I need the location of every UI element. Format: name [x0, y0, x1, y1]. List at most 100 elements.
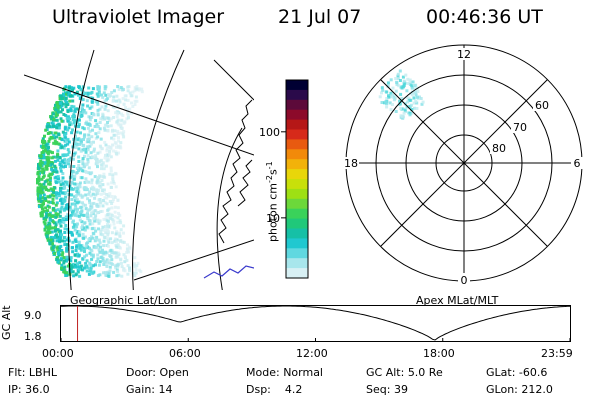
emission-pixel: [410, 86, 414, 90]
emission-pixel: [96, 102, 100, 106]
emission-pixel: [96, 108, 100, 112]
door-key: Door:: [126, 366, 156, 379]
emission-pixel: [73, 108, 77, 112]
emission-pixel: [54, 113, 58, 117]
emission-pixel: [77, 93, 80, 97]
emission-pixel: [86, 91, 90, 95]
emission-pixel: [85, 253, 89, 257]
emission-pixel: [72, 157, 75, 161]
emission-pixel: [77, 164, 81, 168]
emission-pixel: [414, 93, 418, 97]
emission-pixel: [115, 120, 119, 124]
auroral-emission-pixels: [36, 85, 144, 278]
emission-pixel: [75, 201, 79, 205]
emission-pixel: [112, 251, 116, 255]
emission-pixel: [54, 203, 58, 207]
emission-pixel: [118, 213, 122, 217]
emission-pixel: [53, 164, 57, 168]
emission-pixel: [62, 113, 66, 116]
emission-pixel: [98, 127, 102, 131]
emission-pixel: [62, 221, 66, 224]
emission-pixel: [106, 129, 110, 133]
emission-pixel: [127, 85, 131, 89]
emission-pixel: [68, 123, 72, 126]
emission-pixel: [62, 146, 66, 150]
lat-label-80: 80: [492, 142, 506, 155]
emission-pixel: [101, 161, 105, 165]
colorbar-swatch: [286, 179, 308, 190]
emission-pixel: [395, 83, 399, 87]
emission-pixel: [111, 128, 114, 132]
emission-pixel: [133, 89, 137, 93]
emission-pixel: [106, 223, 110, 227]
emission-pixel: [123, 120, 127, 124]
emission-pixel: [60, 239, 64, 243]
emission-pixel: [120, 126, 124, 130]
emission-pixel: [43, 186, 47, 190]
emission-pixel: [61, 102, 65, 106]
orbit-ytick-1-8: 1.8: [24, 330, 42, 343]
emission-pixel: [80, 220, 84, 224]
emission-pixel: [103, 196, 107, 200]
emission-pixel: [70, 202, 74, 206]
lat-label-bg: [511, 121, 529, 133]
emission-pixel: [60, 233, 64, 237]
emission-pixel: [65, 218, 68, 221]
emission-pixel: [60, 179, 64, 183]
emission-pixel: [47, 145, 50, 149]
emission-pixel: [108, 265, 112, 269]
emission-pixel: [86, 171, 90, 175]
emission-pixel: [58, 230, 62, 234]
emission-pixel: [62, 256, 66, 260]
emission-pixel: [104, 116, 108, 120]
emission-pixel: [59, 164, 63, 168]
emission-pixel: [77, 85, 81, 89]
emission-pixel: [59, 169, 63, 173]
emission-pixel: [53, 159, 57, 163]
emission-pixel: [78, 267, 82, 271]
emission-pixel: [107, 274, 111, 278]
emission-pixel: [72, 121, 76, 125]
emission-pixel: [59, 166, 62, 170]
emission-pixel: [71, 225, 75, 229]
emission-pixel: [119, 228, 123, 232]
emission-pixel: [41, 137, 45, 141]
emission-pixel: [55, 126, 59, 130]
emission-pixel: [96, 243, 100, 247]
emission-pixel: [103, 99, 107, 103]
emission-pixel: [111, 173, 115, 177]
emission-pixel: [47, 174, 51, 178]
emission-pixel: [102, 260, 106, 264]
emission-pixel: [126, 272, 130, 276]
emission-pixel: [398, 69, 402, 73]
emission-pixel: [84, 186, 88, 190]
emission-pixel: [89, 187, 93, 191]
emission-pixel: [83, 250, 86, 253]
emission-pixel: [81, 162, 85, 166]
emission-pixel: [91, 255, 95, 259]
emission-pixel: [57, 191, 61, 195]
emission-pixel: [46, 162, 50, 166]
emission-pixel: [106, 156, 110, 159]
emission-pixel: [107, 240, 111, 244]
emission-pixel: [407, 96, 411, 100]
emission-pixel: [112, 181, 116, 185]
emission-pixel: [64, 143, 68, 147]
emission-pixel: [111, 99, 115, 103]
emission-pixel: [406, 77, 410, 81]
emission-pixel: [98, 260, 102, 264]
emission-pixel: [380, 86, 384, 90]
emission-pixel: [61, 153, 65, 157]
emission-pixel: [58, 136, 62, 140]
emission-pixel: [122, 231, 125, 235]
emission-pixel: [82, 266, 86, 270]
emission-pixel: [79, 213, 83, 217]
emission-pixel: [65, 180, 69, 184]
emission-pixel: [96, 86, 100, 90]
emission-pixel: [99, 200, 103, 204]
emission-pixel: [97, 248, 101, 252]
emission-pixel: [64, 114, 68, 117]
emission-pixel: [100, 179, 104, 182]
emission-pixel: [49, 150, 53, 154]
